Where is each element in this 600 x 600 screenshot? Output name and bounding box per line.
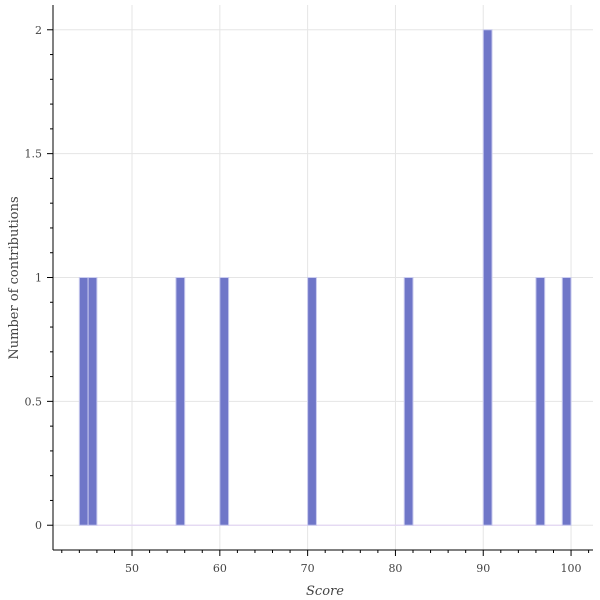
histogram-bar xyxy=(561,277,572,526)
y-tick-label: 0 xyxy=(35,519,42,532)
histogram-bar xyxy=(78,277,89,526)
y-tick-label: 0.5 xyxy=(25,395,43,408)
x-tick-label: 80 xyxy=(388,562,402,575)
bars xyxy=(78,29,572,526)
histogram-bar xyxy=(482,29,493,526)
y-tick-label: 1 xyxy=(35,272,42,285)
histogram-bar xyxy=(403,277,414,526)
histogram-bar xyxy=(87,277,98,526)
histogram-bar xyxy=(535,277,546,526)
x-ticks: 50 60 70 80 90 100 xyxy=(61,550,590,575)
y-tick-label: 1.5 xyxy=(25,148,43,161)
y-axis-title: Number of contributions xyxy=(7,196,22,359)
x-tick-label: 90 xyxy=(476,562,490,575)
y-tick-label: 2 xyxy=(35,24,42,37)
histogram-bar xyxy=(307,277,317,526)
y-ticks: 0 0.5 1 1.5 2 xyxy=(25,24,53,532)
x-tick-label: 60 xyxy=(213,562,227,575)
grid xyxy=(53,5,593,550)
histogram-bar xyxy=(219,277,230,526)
histogram-bar xyxy=(175,277,186,526)
x-tick-label: 50 xyxy=(125,562,139,575)
x-tick-label: 100 xyxy=(561,562,582,575)
x-axis-title: Score xyxy=(306,584,344,599)
x-tick-label: 70 xyxy=(301,562,315,575)
